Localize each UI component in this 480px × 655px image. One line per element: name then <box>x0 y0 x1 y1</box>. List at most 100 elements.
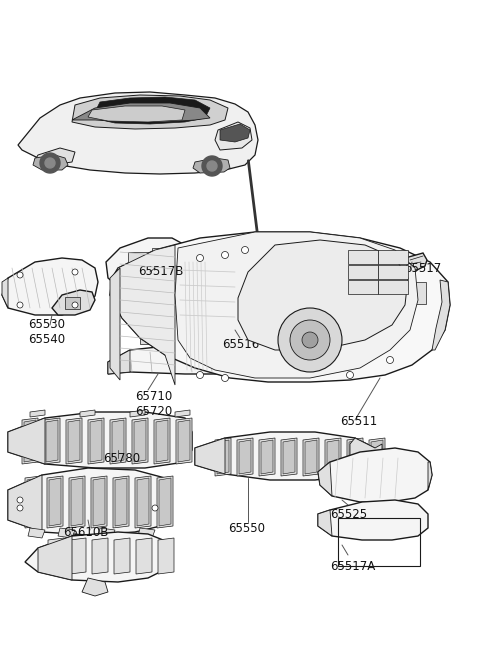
Circle shape <box>347 371 353 379</box>
Circle shape <box>45 158 55 168</box>
Circle shape <box>72 302 78 308</box>
Bar <box>358 282 376 304</box>
Polygon shape <box>110 232 450 382</box>
Polygon shape <box>145 288 158 298</box>
Polygon shape <box>46 420 58 462</box>
Polygon shape <box>176 418 192 464</box>
Polygon shape <box>156 420 168 462</box>
Circle shape <box>202 156 222 176</box>
Bar <box>65 297 80 309</box>
Polygon shape <box>305 440 317 474</box>
Circle shape <box>207 161 217 171</box>
Circle shape <box>17 302 23 308</box>
Polygon shape <box>110 268 120 380</box>
Bar <box>333 282 351 304</box>
Text: 65525: 65525 <box>330 508 367 521</box>
Polygon shape <box>132 418 148 464</box>
Polygon shape <box>318 510 332 536</box>
Bar <box>348 250 378 264</box>
Bar <box>338 518 420 566</box>
Polygon shape <box>80 410 95 417</box>
Polygon shape <box>18 92 258 174</box>
Polygon shape <box>72 95 228 129</box>
Polygon shape <box>114 538 130 574</box>
Circle shape <box>72 269 78 275</box>
Polygon shape <box>48 538 64 574</box>
Polygon shape <box>69 476 85 528</box>
Bar <box>408 282 426 304</box>
Polygon shape <box>24 420 36 462</box>
Polygon shape <box>215 438 231 476</box>
Bar <box>128 252 148 267</box>
Polygon shape <box>30 410 45 417</box>
Polygon shape <box>70 538 86 574</box>
Circle shape <box>386 356 394 364</box>
Circle shape <box>241 246 249 253</box>
Polygon shape <box>195 438 225 474</box>
Polygon shape <box>113 476 129 528</box>
Polygon shape <box>91 476 107 528</box>
Polygon shape <box>140 338 152 344</box>
Polygon shape <box>35 148 75 165</box>
Bar <box>348 265 378 279</box>
Polygon shape <box>283 440 295 474</box>
Polygon shape <box>220 124 250 142</box>
Polygon shape <box>327 440 339 474</box>
Polygon shape <box>154 418 170 464</box>
Polygon shape <box>135 476 151 528</box>
Text: 65517B: 65517B <box>138 265 183 278</box>
Polygon shape <box>369 438 385 476</box>
Polygon shape <box>28 528 45 538</box>
Polygon shape <box>230 338 242 344</box>
Bar <box>308 282 326 304</box>
Polygon shape <box>318 462 332 496</box>
Bar <box>378 280 408 294</box>
Polygon shape <box>300 272 420 310</box>
Circle shape <box>221 252 228 259</box>
Polygon shape <box>110 245 175 385</box>
Polygon shape <box>110 418 126 464</box>
Polygon shape <box>66 418 82 464</box>
Polygon shape <box>349 440 361 474</box>
Text: 65521
65522: 65521 65522 <box>318 310 355 338</box>
Polygon shape <box>290 348 295 370</box>
Polygon shape <box>88 106 185 122</box>
Polygon shape <box>25 476 41 528</box>
Polygon shape <box>125 285 138 295</box>
Bar <box>152 248 170 266</box>
Polygon shape <box>432 280 450 350</box>
Bar <box>378 250 408 264</box>
Circle shape <box>278 308 342 372</box>
Circle shape <box>221 375 228 381</box>
Text: 65530
65540: 65530 65540 <box>28 318 65 346</box>
Polygon shape <box>71 478 83 526</box>
Polygon shape <box>178 420 190 462</box>
Polygon shape <box>157 476 173 528</box>
Polygon shape <box>318 500 428 540</box>
Polygon shape <box>115 478 127 526</box>
Polygon shape <box>159 478 171 526</box>
Polygon shape <box>225 310 235 318</box>
Polygon shape <box>134 420 146 462</box>
Polygon shape <box>82 578 108 596</box>
Polygon shape <box>108 344 295 374</box>
Polygon shape <box>8 418 45 464</box>
Text: 65511: 65511 <box>340 415 377 428</box>
Polygon shape <box>90 420 102 462</box>
Polygon shape <box>217 440 229 474</box>
Polygon shape <box>355 438 375 475</box>
Polygon shape <box>220 314 244 334</box>
Circle shape <box>17 497 23 503</box>
Polygon shape <box>175 232 418 378</box>
Polygon shape <box>215 122 252 150</box>
Polygon shape <box>260 338 272 344</box>
Polygon shape <box>49 478 61 526</box>
Polygon shape <box>2 278 8 308</box>
Polygon shape <box>112 420 124 462</box>
Polygon shape <box>108 350 130 374</box>
Text: 65610B: 65610B <box>63 526 108 539</box>
Polygon shape <box>8 412 192 468</box>
Polygon shape <box>238 240 408 350</box>
Polygon shape <box>92 538 108 574</box>
Circle shape <box>290 320 330 360</box>
